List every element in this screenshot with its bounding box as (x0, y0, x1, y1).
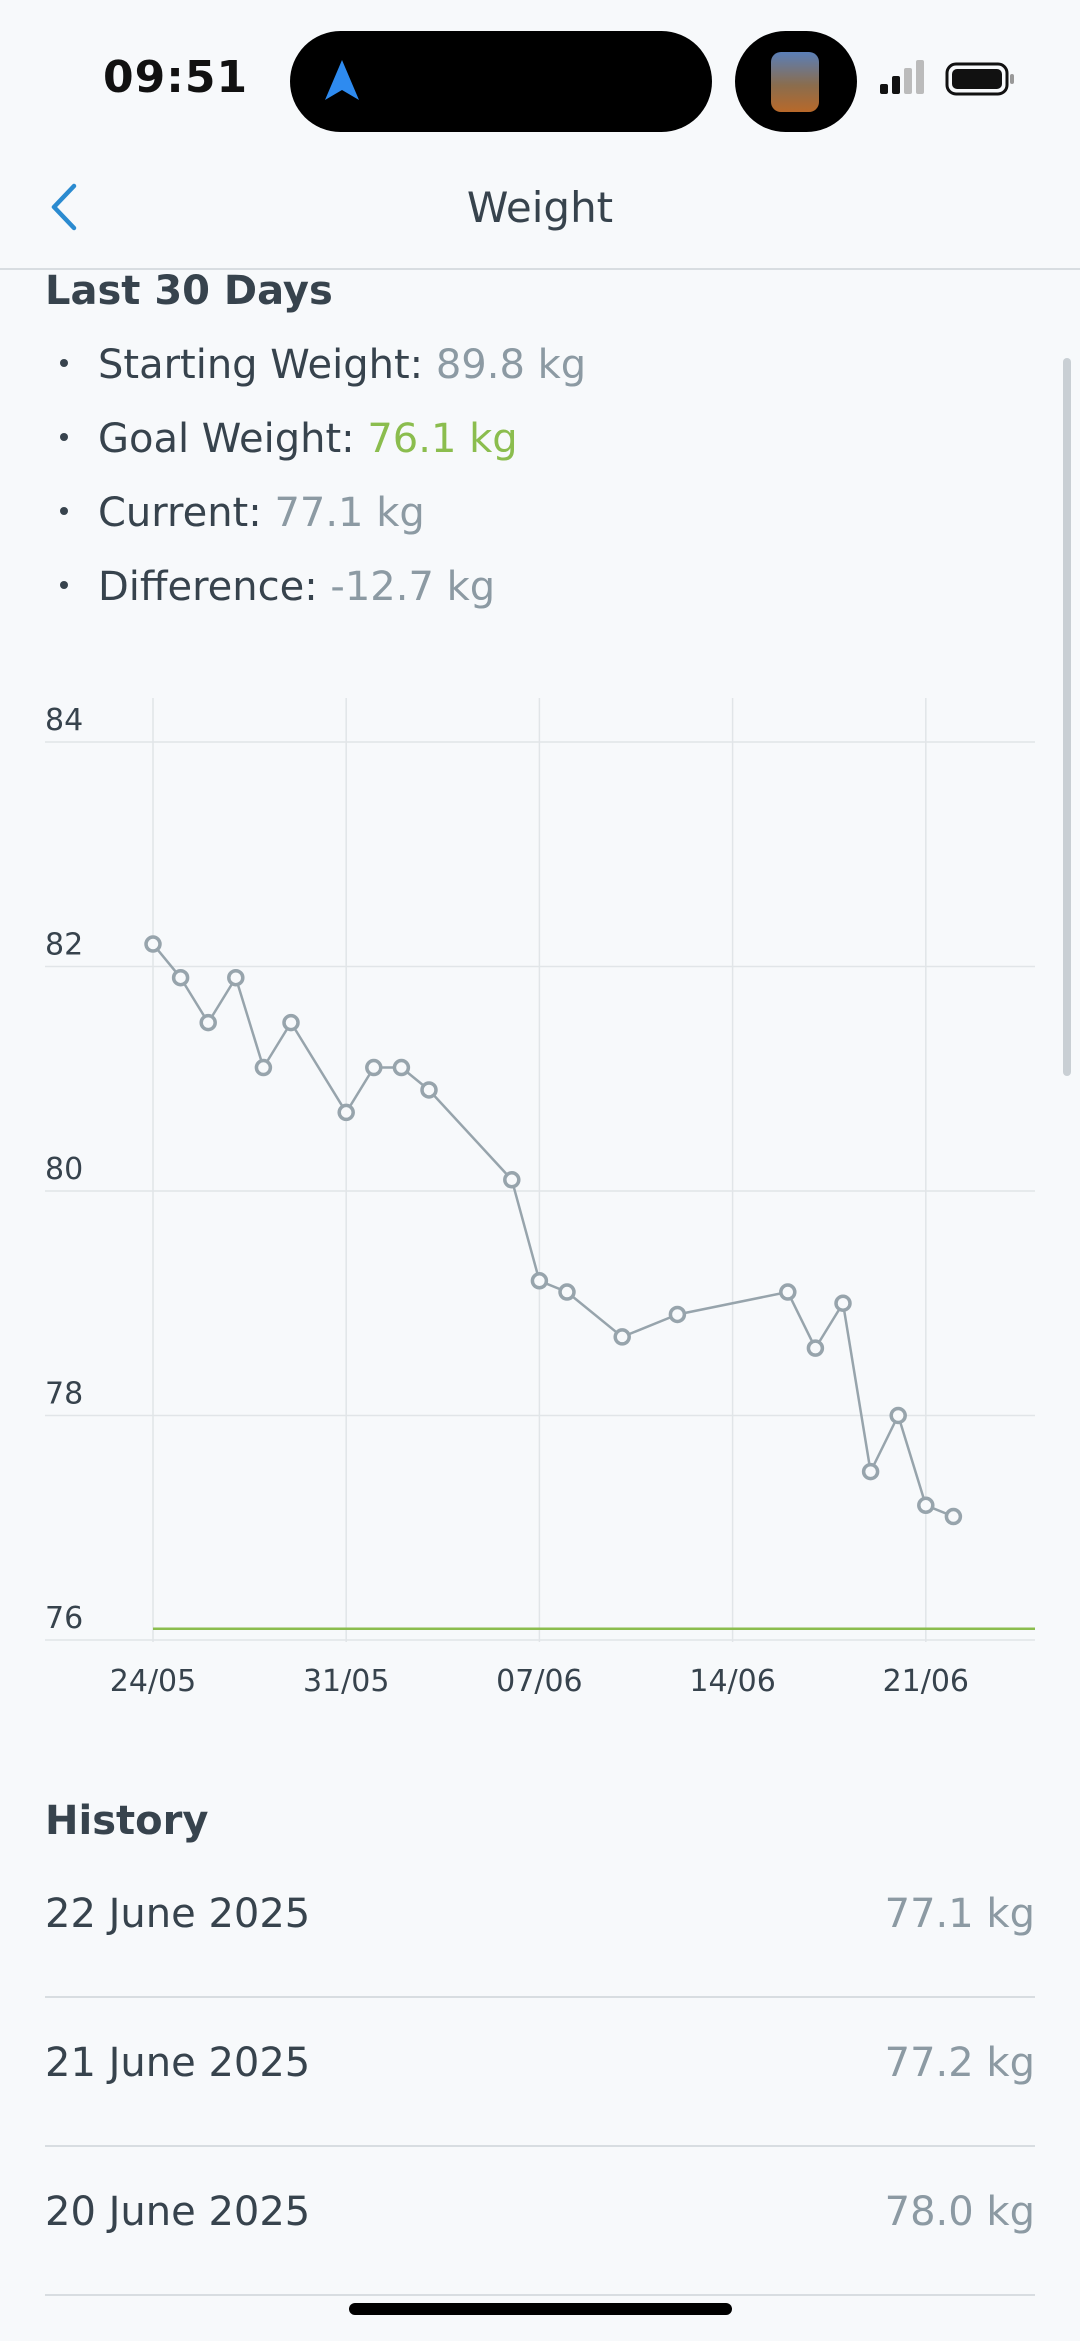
weight-data-point (779, 1283, 797, 1301)
x-tick-label: 07/06 (496, 1664, 582, 1699)
stat-label: Difference: (98, 564, 318, 610)
weight-data-point (503, 1171, 521, 1189)
bullet (60, 359, 68, 367)
stat-label: Starting Weight: (98, 342, 424, 388)
stat-value: 76.1 kg (367, 416, 518, 462)
history-value: 78.0 kg (884, 2189, 1035, 2235)
status-time: 09:51 (103, 52, 249, 103)
stat-value: 77.1 kg (274, 490, 425, 536)
summary-heading: Last 30 Days (45, 268, 333, 314)
stat-label: Current: (98, 490, 262, 536)
weight-data-point (834, 1294, 852, 1312)
bullet (60, 507, 68, 515)
weight-data-point (668, 1305, 687, 1324)
x-tick-label: 21/06 (883, 1664, 969, 1699)
weight-data-point (282, 1013, 300, 1032)
history-heading: History (45, 1798, 209, 1844)
weight-data-point (944, 1507, 963, 1526)
bullet (60, 433, 68, 441)
x-tick-label: 31/05 (303, 1664, 389, 1699)
history-row[interactable]: 21 June 2025 77.2 kg (45, 1997, 1035, 2147)
history-date: 22 June 2025 (45, 1891, 311, 1937)
location-arrow-icon (325, 60, 359, 100)
weight-data-point (144, 935, 162, 953)
stat-current: Current: 77.1 kg (60, 490, 425, 536)
weight-data-point (806, 1339, 825, 1357)
history-row[interactable]: 20 June 2025 78.0 kg (45, 2146, 1035, 2296)
weight-series-line (152, 943, 954, 1518)
history-date: 20 June 2025 (45, 2189, 311, 2235)
album-art-icon (771, 52, 819, 112)
chevron-left-icon[interactable] (46, 182, 82, 232)
weight-data-point (420, 1081, 438, 1099)
weight-data-point (917, 1496, 935, 1515)
home-indicator[interactable] (349, 2303, 732, 2315)
y-tick-label: 78 (45, 1377, 83, 1412)
stat-value: 89.8 kg (435, 342, 587, 388)
stat-goal-weight: Goal Weight: 76.1 kg (60, 416, 518, 462)
weight-data-point (365, 1058, 383, 1077)
x-tick-label: 14/06 (689, 1664, 775, 1699)
page-title: Weight (466, 183, 614, 232)
weight-data-point (613, 1328, 631, 1346)
x-tick-label: 24/05 (110, 1664, 196, 1699)
y-tick-label: 76 (45, 1601, 83, 1636)
weight-data-point (861, 1462, 880, 1481)
y-tick-label: 82 (45, 928, 83, 963)
bullet (60, 581, 68, 589)
weight-data-point (530, 1272, 549, 1290)
weight-data-point (337, 1103, 355, 1122)
weight-data-point (558, 1283, 576, 1301)
battery-icon (945, 62, 1014, 96)
status-bar: 09:51 (0, 0, 1080, 150)
scrollbar[interactable] (1063, 358, 1071, 1076)
dynamic-island[interactable] (290, 31, 712, 132)
weight-chart[interactable]: 84 82 80 78 76 24/05 31/05 07/06 14/06 21/06 (0, 680, 1080, 1700)
history-value: 77.2 kg (884, 2040, 1035, 2086)
weight-data-point (171, 968, 190, 987)
history-value: 77.1 kg (884, 1891, 1035, 1937)
weight-data-point (199, 1013, 217, 1032)
stat-label: Goal Weight: (98, 416, 355, 462)
weight-data-point (392, 1058, 411, 1077)
stat-value: -12.7 kg (330, 564, 496, 610)
y-tick-label: 84 (45, 703, 83, 738)
history-row[interactable]: 22 June 2025 77.1 kg (45, 1848, 1035, 1998)
weight-data-point (254, 1058, 273, 1077)
weight-data-point (889, 1406, 907, 1425)
stat-starting-weight: Starting Weight: 89.8 kg (60, 342, 586, 388)
weight-data-point (227, 968, 245, 987)
stat-difference: Difference: -12.7 kg (60, 564, 495, 610)
signal-icon (880, 60, 924, 94)
y-tick-label: 80 (45, 1152, 83, 1187)
nav-header (0, 150, 1080, 270)
history-date: 21 June 2025 (45, 2040, 311, 2086)
